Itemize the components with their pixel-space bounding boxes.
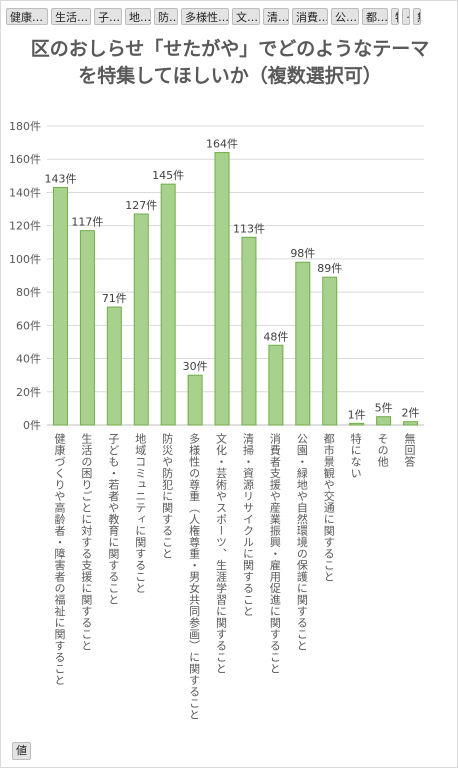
bar [214,152,230,426]
data-label: 30件 [183,360,208,373]
data-label: 127件 [125,199,157,212]
x-category-label: 清掃・資源リサイクルに関すること [241,433,254,617]
y-tick-label: 40件 [16,353,41,366]
y-tick-label: 80件 [16,286,41,299]
field-button[interactable]: 都… [362,8,388,25]
data-label: 117件 [71,216,103,229]
field-button[interactable]: 特… [391,8,399,25]
bar [295,261,311,426]
bar [106,306,122,426]
x-category-label: 生活の困りごとに対する支援に関すること [80,432,93,652]
field-button[interactable]: 清… [263,8,289,25]
data-label: 89件 [317,262,342,275]
field-button[interactable]: 子… [94,8,122,25]
data-label: 164件 [206,138,238,151]
field-button[interactable]: 地… [125,8,151,25]
data-label: 5件 [375,402,393,415]
y-tick-label: 180件 [9,120,41,133]
field-button[interactable]: 文… [232,8,260,25]
x-category-label: 多様性の尊重（人権尊重・男女共同参画）に関すること [188,432,201,721]
bar [133,213,149,426]
y-tick-label: 120件 [9,220,41,233]
x-category-label: 健康づくりや高齢者・障害者の福祉に関すること [53,433,66,686]
chart-title: 区のおしらせ「せたがや」でどのようなテーマを特集してほしいか（複数選択可） [30,38,430,87]
bar [322,276,338,426]
data-label: 48件 [263,330,288,343]
bar [376,416,392,426]
field-button[interactable]: 生活… [51,8,91,25]
x-category-label: 都市景観や交通に関すること [322,433,335,583]
data-label: 113件 [233,222,265,235]
x-category-label: 消費者支援や産業振興・雇用促進に関すること [268,432,281,675]
field-button[interactable]: 防… [154,8,178,25]
x-category-label: 公園・緑地や自然環境の保護に関すること [295,433,308,652]
y-tick-label: 160件 [9,153,41,166]
x-category-label: 防災や防犯に関すること [161,432,174,560]
data-label: 1件 [348,408,366,421]
field-button[interactable]: 無… [413,8,421,25]
y-tick-label: 20件 [16,386,41,399]
bar [403,421,419,426]
bar [268,344,284,426]
bar [160,183,176,426]
y-tick-label: 60件 [16,319,41,332]
x-category-label: その他 [376,433,389,468]
bar [349,422,365,426]
field-button-bar: 健康…生活…子…地…防…多様性…文…清…消費…公…都…特…そ…無… [6,8,458,28]
data-label: 143件 [44,172,76,185]
bar [241,236,257,426]
field-button[interactable]: そ… [402,8,410,25]
x-category-label: 子ども・若者や教育に関すること [107,433,120,606]
bar [52,186,68,426]
field-button[interactable]: 多様性… [181,8,229,25]
y-tick-label: 0件 [23,419,41,432]
y-tick-label: 100件 [9,253,41,266]
bar [79,230,95,426]
x-category-label: 無回答 [403,432,416,468]
data-label: 71件 [102,292,127,305]
data-label: 98件 [290,247,315,260]
data-label: 2件 [402,407,420,420]
value-field-button[interactable]: 値 [12,742,31,760]
field-button[interactable]: 消費… [292,8,328,25]
y-tick-label: 140件 [9,186,41,199]
x-category-label: 地域コミュニティに関すること [134,433,147,594]
x-category-label: 文化・芸術やスポーツ、生涯学習に関すること [215,432,228,675]
data-label: 145件 [152,169,184,182]
field-button[interactable]: 公… [331,8,359,25]
field-button[interactable]: 健康… [6,8,48,25]
x-category-label: 特にない [349,432,362,479]
bar [187,374,203,426]
